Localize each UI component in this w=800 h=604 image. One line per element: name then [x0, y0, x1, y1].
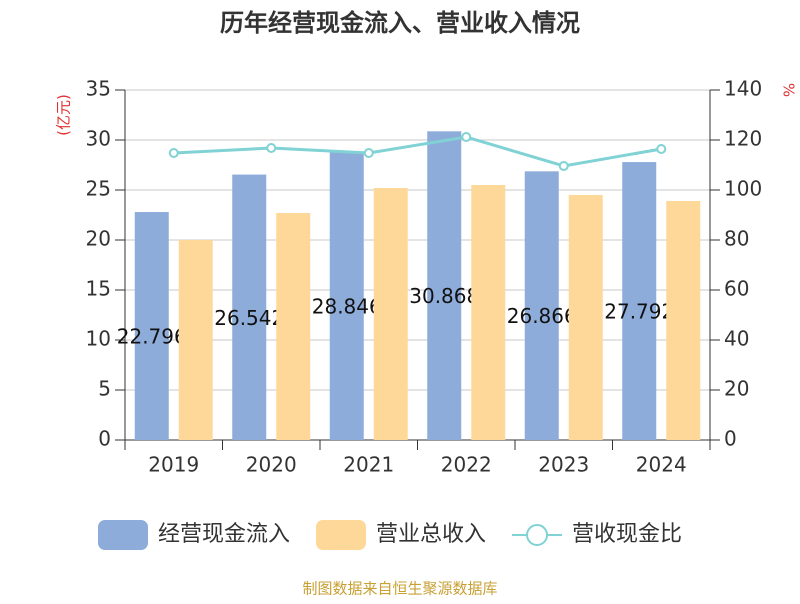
y2-tick-label: 120: [724, 127, 762, 151]
data-label: 22.796: [117, 325, 187, 349]
legend-label: 营收现金比: [572, 522, 682, 547]
x-tick-label: 2022: [441, 453, 492, 477]
line-point: [656, 144, 667, 154]
legend-swatch: [526, 524, 549, 546]
y-tick-label: 25: [86, 177, 111, 201]
data-label: 30.868: [409, 284, 479, 308]
y2-tick-label: 20: [724, 377, 749, 401]
y2-tick-label: 80: [724, 227, 749, 251]
line-point: [266, 143, 277, 153]
bar: [276, 213, 311, 440]
bar: [373, 188, 408, 440]
y-tick-label: 20: [86, 227, 111, 251]
data-label: 27.792: [604, 300, 674, 324]
y-tick-label: 15: [86, 277, 111, 301]
line-point: [461, 132, 472, 142]
x-tick-label: 2021: [343, 453, 394, 477]
data-label: 26.866: [507, 304, 577, 328]
data-label: 28.846: [312, 294, 382, 318]
legend-swatch: [316, 520, 367, 550]
y-tick-label: 35: [86, 77, 111, 101]
bar: [524, 171, 559, 440]
y2-tick-label: 100: [724, 177, 762, 201]
y2-axis-label: %: [780, 83, 798, 97]
y-tick-label: 0: [98, 427, 111, 451]
bar: [471, 185, 506, 440]
data-label: 26.542: [214, 306, 284, 330]
line-point: [363, 148, 374, 158]
y2-tick-label: 60: [724, 277, 749, 301]
y2-tick-label: 140: [724, 77, 762, 101]
line: [173, 135, 662, 168]
y-axis-label: (亿元): [55, 94, 73, 136]
y-tick-label: 5: [98, 377, 111, 401]
source-note: 制图数据来自恒生聚源数据库: [302, 580, 497, 598]
y2-tick-label: 0: [724, 427, 737, 451]
bar: [666, 201, 701, 440]
x-tick-label: 2024: [636, 453, 687, 477]
bar: [568, 195, 603, 440]
y-tick-label: 10: [86, 327, 111, 351]
x-tick-label: 2023: [538, 453, 589, 477]
bar: [134, 212, 169, 440]
legend-swatch: [98, 520, 148, 550]
bar: [178, 240, 213, 440]
line-point: [168, 148, 179, 158]
bar: [427, 131, 462, 440]
line-point: [558, 161, 569, 171]
bar: [622, 162, 657, 440]
legend-label: 经营现金流入: [158, 522, 290, 547]
x-tick-label: 2020: [246, 453, 297, 477]
chart-title: 历年经营现金流入、营业收入情况: [220, 9, 580, 37]
y-tick-label: 30: [86, 127, 111, 151]
legend-label: 营业总收入: [376, 522, 486, 547]
y2-tick-label: 40: [724, 327, 749, 351]
x-tick-label: 2019: [148, 453, 199, 477]
bar: [232, 174, 267, 440]
bar: [329, 151, 364, 441]
